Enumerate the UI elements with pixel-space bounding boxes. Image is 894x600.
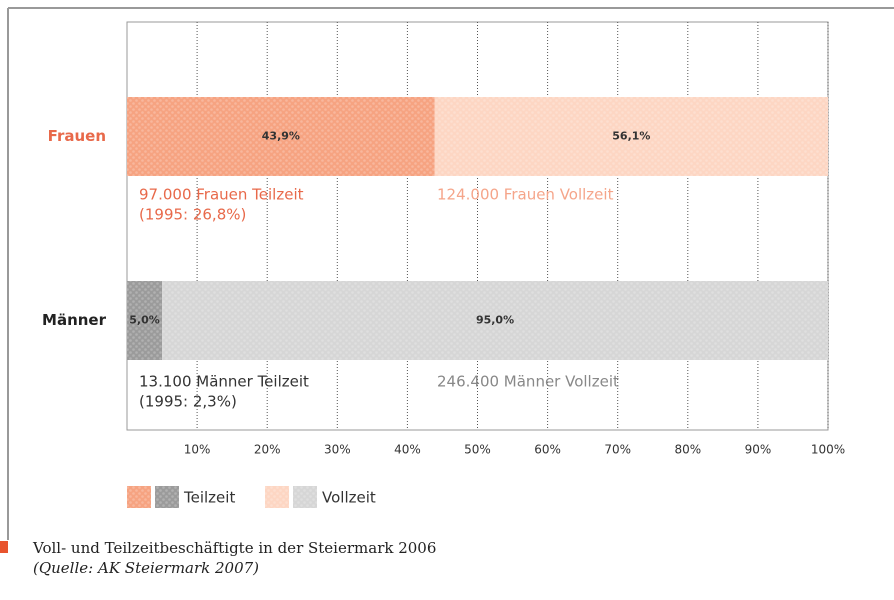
caption: (Quelle: AK Steiermark 2007) (33, 559, 259, 577)
annotation: 246.400 Männer Vollzeit (437, 373, 619, 391)
value-label: 43,9% (262, 130, 300, 143)
x-tick-label: 100% (811, 443, 845, 457)
x-tick-label: 40% (394, 443, 421, 457)
legend-label: Vollzeit (322, 489, 376, 507)
x-tick-label: 20% (254, 443, 281, 457)
bar-segment (434, 97, 828, 176)
x-tick-label: 10% (184, 443, 211, 457)
legend-swatch (293, 486, 317, 508)
value-label: 5,0% (129, 314, 160, 327)
bar-segment (162, 281, 829, 360)
x-tick-label: 50% (464, 443, 491, 457)
value-label: 56,1% (612, 130, 650, 143)
legend-label: Teilzeit (183, 489, 235, 507)
annotation: 97.000 Frauen Teilzeit (139, 186, 304, 204)
annotation: (1995: 26,8%) (139, 206, 246, 224)
caption: Voll- und Teilzeitbeschäftigte in der St… (32, 539, 436, 557)
x-tick-label: 70% (604, 443, 631, 457)
annotation: 124.000 Frauen Vollzeit (437, 186, 614, 204)
bar-segment (127, 281, 163, 360)
category-label: Männer (42, 311, 107, 329)
x-tick-label: 60% (534, 443, 561, 457)
legend-swatch (265, 486, 289, 508)
category-label: Frauen (48, 127, 106, 145)
annotation: 13.100 Männer Teilzeit (139, 373, 309, 391)
x-tick-label: 80% (674, 443, 701, 457)
annotation: (1995: 2,3%) (139, 393, 237, 411)
x-tick-label: 90% (745, 443, 772, 457)
bar-segment (127, 97, 435, 176)
value-label: 95,0% (476, 314, 514, 327)
legend-swatch (127, 486, 151, 508)
caption-icon (0, 541, 8, 553)
x-tick-label: 30% (324, 443, 351, 457)
legend-swatch (155, 486, 179, 508)
